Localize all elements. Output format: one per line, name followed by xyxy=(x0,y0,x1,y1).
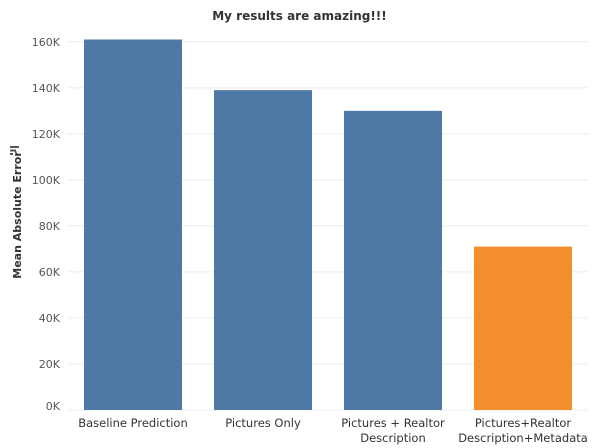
bars xyxy=(84,39,572,411)
y-tick-label: 160K xyxy=(32,36,61,49)
bar[interactable] xyxy=(344,110,442,410)
y-tick-label: 40K xyxy=(39,312,61,325)
y-axis-title: Mean Absolute Error xyxy=(11,151,24,279)
y-tick-label: 20K xyxy=(39,358,61,371)
x-category-label-line: Description+Metadata xyxy=(458,431,588,445)
x-category-label: Baseline Prediction xyxy=(78,416,188,430)
y-axis-ticks: 0K 20K 40K 60K 80K 100K 120K 140K 160K xyxy=(32,36,61,413)
x-category-label-line: Pictures + Realtor xyxy=(341,416,445,430)
x-category-label: Pictures+Realtor Description+Metadata xyxy=(458,416,588,445)
x-category-label-line: Pictures Only xyxy=(225,416,301,430)
x-category-label: Pictures Only xyxy=(225,416,301,430)
y-tick-label: 120K xyxy=(32,128,61,141)
bar[interactable] xyxy=(84,39,182,411)
y-tick-label: 0K xyxy=(46,400,61,413)
y-tick-label: 80K xyxy=(39,220,61,233)
y-tick-label: 140K xyxy=(32,82,61,95)
sort-descending-icon[interactable] xyxy=(10,146,19,155)
chart-title: My results are amazing!!! xyxy=(212,9,387,23)
x-category-label: Pictures + Realtor Description xyxy=(341,416,445,445)
bar[interactable] xyxy=(474,246,572,410)
y-axis-title-group: Mean Absolute Error xyxy=(10,146,24,279)
y-tick-label: 100K xyxy=(32,174,61,187)
x-category-label-line: Description xyxy=(360,431,426,445)
bar[interactable] xyxy=(214,90,312,410)
x-axis-labels: Baseline Prediction Pictures Only Pictures… xyxy=(78,416,588,445)
x-category-label-line: Pictures+Realtor xyxy=(475,416,572,430)
x-category-label-line: Baseline Prediction xyxy=(78,416,188,430)
y-tick-label: 60K xyxy=(39,266,61,279)
